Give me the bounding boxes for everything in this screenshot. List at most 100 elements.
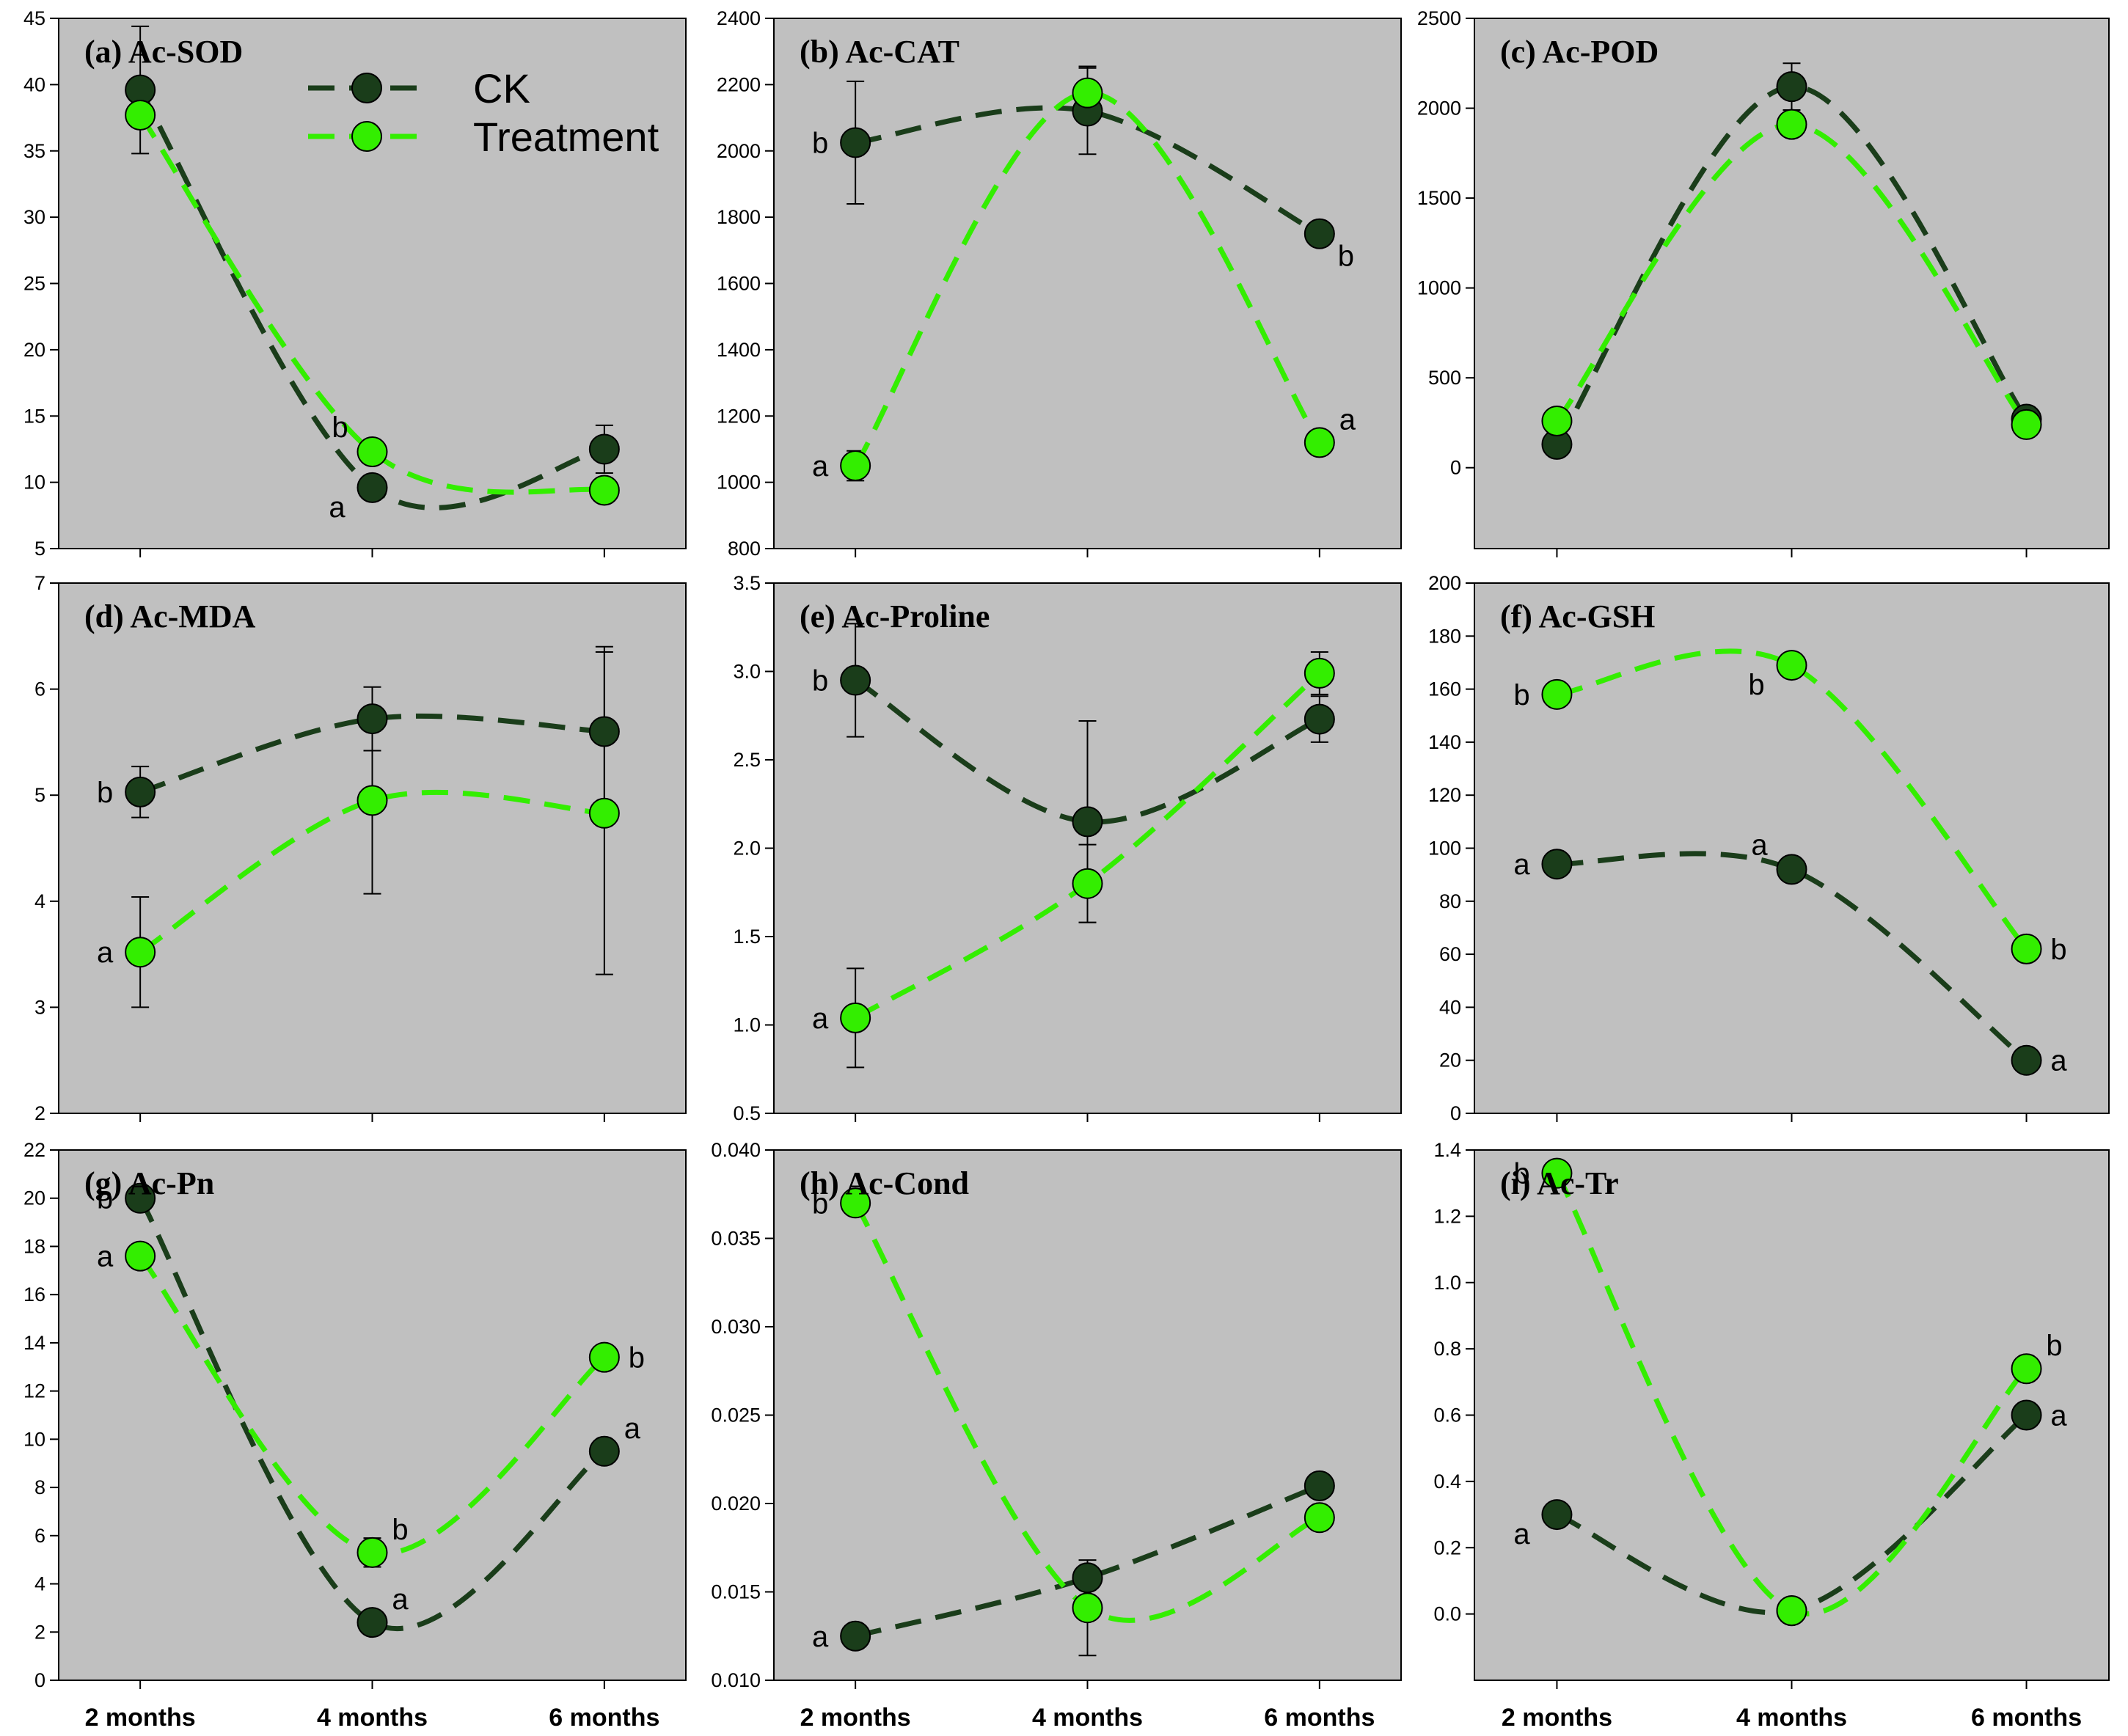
y-tick-label: 2200	[717, 73, 761, 95]
significance-letter: b	[2046, 1330, 2062, 1362]
ck-point	[357, 472, 388, 503]
treatment-point	[840, 1002, 871, 1033]
panel-8: 0.010 0.015 0.020 0.025 0.030 0.035 0.040 2 mon…	[711, 1139, 1402, 1732]
ck-line	[855, 1483, 1321, 1639]
ck-point	[1541, 1499, 1573, 1531]
x-tick-label: 2 months	[800, 1704, 911, 1732]
treatment-line	[138, 113, 605, 495]
y-tick-label: 30	[23, 206, 45, 228]
significance-letter: a	[329, 491, 345, 524]
treatment-line	[139, 789, 605, 955]
treatment-point	[1072, 868, 1103, 899]
panel-title: (a) Ac-SOD	[84, 34, 243, 70]
y-tick-label: 14	[23, 1332, 45, 1354]
panel-title: (e) Ac-Proline	[800, 598, 990, 634]
y-tick-label: 20	[23, 339, 45, 361]
significance-letter: a	[1339, 403, 1356, 436]
treatment-point	[588, 1341, 620, 1373]
y-tick-label: 60	[1439, 943, 1461, 965]
y-tick-label: 0.020	[711, 1493, 761, 1515]
treatment-point	[1072, 77, 1103, 109]
x-tick-label: 2 months	[85, 1704, 196, 1732]
y-tick-label: 6	[34, 678, 45, 700]
treatment-line	[853, 90, 1322, 467]
x-tick-label: 4 months	[1736, 1704, 1847, 1732]
panel-7: 0 2 4 6 8 10 12 14 16 18 20 22 2 months 4 months 6 mon…	[23, 1139, 687, 1732]
significance-letter: a	[2050, 1045, 2067, 1077]
ck-point	[840, 127, 871, 158]
legend-label: CK	[473, 65, 530, 111]
ck-line	[855, 105, 1321, 236]
y-tick-label: 800	[728, 538, 761, 560]
ck-point	[588, 433, 620, 465]
y-tick-label: 2000	[717, 140, 761, 162]
panel-6: 0 20 40 60 80 100 120 140 160 180 200 b b b a a a (f) Ac-…	[1428, 572, 2110, 1124]
ck-point	[1304, 1470, 1335, 1501]
significance-letter: a	[2050, 1400, 2067, 1432]
significance-letter: b	[1748, 669, 1764, 701]
y-tick-label: 2.0	[733, 838, 761, 860]
legend-label: Treatment	[473, 114, 659, 160]
panel-4: 2 3 4 5 6 7 b a (d) Ac-MDA	[34, 572, 687, 1124]
treatment-point	[125, 99, 156, 131]
y-tick-label: 3	[34, 996, 45, 1018]
significance-letter: b	[1513, 1158, 1529, 1190]
ck-line	[854, 678, 1321, 825]
ck-point	[2011, 1044, 2042, 1076]
treatment-point	[1541, 405, 1573, 436]
significance-letter: b	[629, 1342, 645, 1374]
treatment-point	[125, 937, 156, 968]
y-tick-label: 1000	[1417, 277, 1461, 299]
y-tick-label: 1600	[717, 273, 761, 295]
treatment-point	[2011, 933, 2042, 964]
y-tick-label: 0.015	[711, 1581, 761, 1603]
y-tick-label: 120	[1428, 784, 1461, 806]
y-tick-label: 0	[34, 1669, 45, 1691]
y-tick-label: 3.0	[733, 661, 761, 683]
treatment-point	[1776, 109, 1807, 140]
ck-point	[357, 703, 388, 735]
significance-letter: b	[1338, 241, 1354, 273]
significance-letter: b	[332, 411, 348, 444]
y-tick-label: 0	[1450, 457, 1461, 479]
ck-point	[1304, 218, 1335, 249]
y-tick-label: 1400	[717, 339, 761, 361]
y-tick-label: 12	[23, 1380, 45, 1402]
legend-marker	[351, 73, 382, 103]
treatment-point	[1541, 678, 1573, 710]
y-tick-label: 180	[1428, 625, 1461, 647]
panel-title: (b) Ac-CAT	[800, 34, 959, 70]
ck-point	[125, 1182, 156, 1214]
y-tick-label: 0.040	[711, 1139, 761, 1161]
y-tick-label: 1800	[717, 206, 761, 228]
ck-point	[2011, 1399, 2042, 1431]
y-tick-label: 3.5	[733, 572, 761, 594]
significance-letter: b	[2050, 934, 2066, 966]
y-tick-label: 1.2	[1433, 1205, 1461, 1227]
significance-letter: a	[812, 1621, 829, 1653]
y-tick-label: 0.8	[1433, 1338, 1461, 1360]
y-tick-label: 5	[34, 538, 45, 560]
panel-2: 800 1000 1200 1400 1600 1800 2000 2200 2400 b a b a (…	[717, 7, 1402, 560]
panel-3: 0 500 1000 1500 2000 2500 (c) Ac-POD	[1417, 7, 2110, 557]
y-tick-label: 40	[1439, 996, 1461, 1018]
plot-area	[58, 1149, 687, 1681]
x-tick-label: 6 months	[1264, 1704, 1375, 1732]
treatment-point	[588, 797, 620, 829]
y-tick-label: 2	[34, 1621, 45, 1643]
y-tick-label: 140	[1428, 731, 1461, 753]
y-tick-label: 15	[23, 405, 45, 427]
significance-letter: a	[97, 1241, 114, 1273]
x-tick-label: 4 months	[317, 1704, 428, 1732]
ck-point	[1541, 849, 1573, 880]
y-tick-label: 0.035	[711, 1228, 761, 1250]
significance-letter: b	[97, 777, 113, 809]
significance-letter: a	[392, 1583, 409, 1616]
significance-letter: b	[1513, 679, 1529, 711]
panel-5: 0.5 1.0 1.5 2.0 2.5 3.0 3.5 b a (e) Ac-Proline	[733, 572, 1402, 1124]
plot-area	[1474, 1149, 2110, 1681]
y-tick-label: 0.4	[1433, 1471, 1461, 1493]
y-tick-label: 200	[1428, 572, 1461, 594]
